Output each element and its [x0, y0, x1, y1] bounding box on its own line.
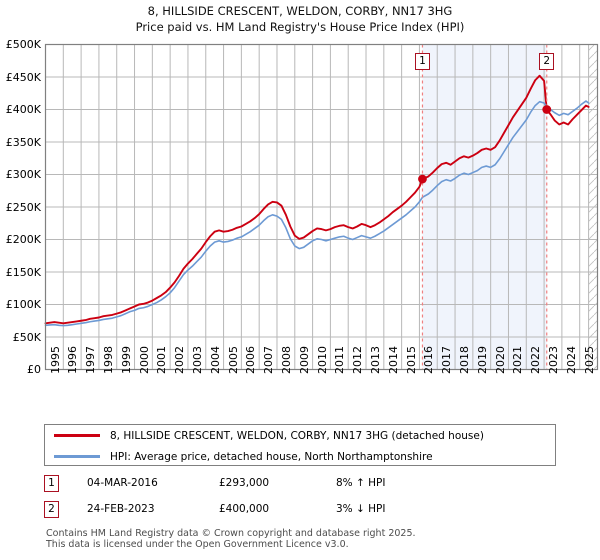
attribution-footer: Contains HM Land Registry data © Crown c…	[46, 528, 594, 550]
chart-svg	[44, 43, 599, 371]
forecast-hatched-region	[588, 44, 599, 370]
chart-plot-area: £0 £50K £100K £150K £200K £250K £300K £350K £400…	[5, 38, 599, 376]
transaction-date: 24-FEB-2023	[87, 503, 155, 515]
x-axis-tick-label: 2022	[529, 345, 543, 374]
x-axis-tick-label: 1999	[119, 345, 133, 374]
chart-legend: 8, HILLSIDE CRESCENT, WELDON, CORBY, NN1…	[44, 424, 556, 466]
transaction-hpi-delta: 3% ↓ HPI	[336, 503, 386, 515]
transaction-date: 04-MAR-2016	[87, 477, 158, 489]
legend-item-price-paid: 8, HILLSIDE CRESCENT, WELDON, CORBY, NN1…	[45, 425, 555, 446]
transaction-price: £400,000	[219, 503, 270, 515]
y-axis-tick-label: £500K	[5, 38, 41, 51]
x-axis-tick-label: 2023	[547, 345, 561, 374]
y-axis-tick-label: £250K	[5, 200, 41, 214]
x-axis-tick-label: 2009	[297, 345, 311, 374]
y-axis-tick-label: £200K	[5, 233, 41, 246]
legend-item-hpi: HPI: Average price, detached house, Nort…	[45, 446, 555, 467]
x-axis-tick-label: 2000	[137, 345, 151, 374]
x-axis-tick-label: 2007	[262, 345, 276, 374]
x-axis-tick-label: 2010	[315, 345, 329, 374]
y-axis-tick-label: £100K	[5, 298, 41, 311]
transaction-marker-1: 1	[44, 475, 59, 492]
transaction-marker-2: 2	[44, 501, 59, 518]
x-axis-tick-label: 2013	[369, 345, 383, 374]
page-subtitle: Price paid vs. HM Land Registry's House …	[135, 20, 465, 34]
chart-marker-1[interactable]: 1	[414, 53, 430, 70]
transaction-list: 1 04-MAR-2016 £293,000 8% ↑ HPI 2 24-FEB…	[44, 472, 556, 524]
y-axis-tick-label: £150K	[5, 265, 41, 279]
transaction-dot-1	[418, 174, 427, 184]
x-axis-tick-label: 2005	[226, 345, 240, 374]
x-axis-tick-label: 2017	[440, 345, 454, 374]
y-axis-tick-label: £0	[27, 363, 41, 376]
x-axis-tick-label: 2008	[279, 345, 293, 374]
x-axis-tick-label: 2011	[333, 345, 347, 374]
x-axis-tick-label: 2021	[511, 345, 525, 374]
transaction-price: £293,000	[219, 477, 270, 489]
transaction-dot-2	[542, 105, 552, 114]
x-axis-tick-label: 2018	[458, 345, 472, 374]
y-axis-tick-label: £350K	[5, 135, 41, 149]
x-axis-tick-label: 2025	[582, 345, 596, 374]
legend-swatch-hpi	[54, 455, 100, 458]
legend-swatch-price-paid	[54, 434, 100, 437]
x-axis-tick-label: 2012	[351, 345, 365, 374]
y-axis-tick-label: £300K	[5, 168, 41, 181]
legend-label-price-paid: 8, HILLSIDE CRESCENT, WELDON, CORBY, NN1…	[110, 429, 484, 442]
x-axis-tick-label: 2024	[564, 345, 578, 374]
page-title: 8, HILLSIDE CRESCENT, WELDON, CORBY, NN1…	[147, 4, 453, 18]
x-axis-tick-label: 2019	[475, 345, 489, 374]
y-axis-tick-label: £50K	[12, 330, 41, 344]
x-axis-tick-label: 2001	[155, 345, 169, 374]
y-axis-tick-label: £450K	[5, 70, 41, 84]
x-axis-tick-label: 2020	[493, 345, 507, 374]
x-axis-tick-label: 2003	[190, 345, 204, 374]
x-axis-tick-label: 1997	[84, 345, 98, 374]
x-axis-tick-label: 2002	[173, 345, 187, 374]
x-axis-tick-label: 2014	[386, 345, 400, 374]
x-axis-tick-label: 2016	[422, 345, 436, 374]
x-axis-tick-label: 1995	[48, 345, 62, 374]
x-axis-tick-label: 1998	[101, 345, 115, 374]
chart-marker-2[interactable]: 2	[539, 53, 555, 70]
x-axis-tick-label: 2004	[208, 345, 222, 374]
series-line-price-paid	[44, 74, 590, 325]
footer-licence: This data is licensed under the Open Gov…	[46, 539, 349, 550]
footer-copyright: Contains HM Land Registry data © Crown c…	[46, 528, 416, 539]
series-line-hpi	[44, 100, 590, 327]
y-axis-tick-label: £400K	[5, 103, 41, 116]
x-axis-tick-label: 2006	[244, 345, 258, 374]
legend-label-hpi: HPI: Average price, detached house, Nort…	[110, 450, 433, 463]
transaction-hpi-delta: 8% ↑ HPI	[336, 477, 386, 489]
x-axis-tick-label: 2015	[404, 345, 418, 374]
table-row[interactable]: 2 24-FEB-2023 £400,000 3% ↓ HPI	[44, 498, 556, 524]
plot-frame	[44, 43, 599, 371]
table-row[interactable]: 1 04-MAR-2016 £293,000 8% ↑ HPI	[44, 472, 556, 498]
chart-title-block: 8, HILLSIDE CRESCENT, WELDON, CORBY, NN1…	[0, 3, 600, 35]
x-axis-tick-label: 1996	[66, 345, 80, 374]
